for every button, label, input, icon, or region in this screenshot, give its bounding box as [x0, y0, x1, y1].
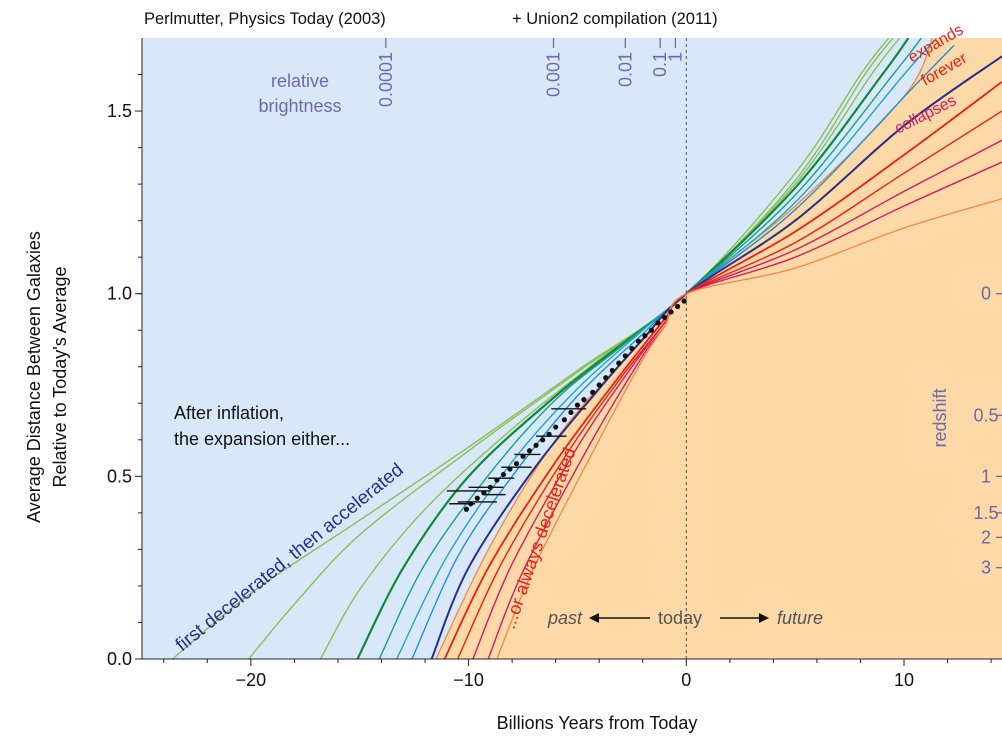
observation-point-29: [494, 477, 500, 483]
observation-point-34: [463, 506, 470, 512]
observation-point-9: [629, 345, 635, 352]
model-curve-7: [411, 44, 955, 659]
future-region: [435, 38, 1002, 659]
brightness-label-4: 0.1: [650, 52, 670, 77]
observation-point-17: [574, 402, 581, 408]
x-tick-label-4: 10: [894, 670, 914, 690]
redshift-label-3: 1: [981, 466, 991, 486]
observation-point-32: [474, 495, 480, 501]
observation-point-31: [481, 490, 487, 496]
redshift-label: redshift: [930, 388, 950, 447]
observation-point-28: [500, 471, 507, 478]
observation-point-20: [553, 424, 559, 430]
observation-point-6: [648, 327, 655, 333]
past-arrow-head: [589, 613, 599, 623]
y-tick-label-2: 0.5: [107, 466, 132, 486]
x-tick-label-1: −20: [236, 670, 267, 690]
observation-point-2: [674, 303, 681, 310]
observation-point-16: [581, 397, 587, 403]
observation-point-10: [622, 353, 628, 359]
future-label: future: [777, 608, 823, 628]
x-tick-label-2: −10: [453, 670, 484, 690]
y-axis-label-line-1: Average Distance Between Galaxies: [24, 231, 44, 523]
observation-point-13: [603, 375, 609, 381]
observation-point-12: [609, 367, 615, 374]
past-label: past: [547, 608, 583, 628]
model-curve-2: [248, 38, 894, 659]
observation-point-5: [655, 320, 661, 326]
observation-point-24: [526, 448, 533, 454]
observation-point-7: [642, 333, 648, 339]
observation-point-18: [568, 409, 574, 416]
model-curve-11: [472, 139, 1002, 659]
model-curve-5: [378, 38, 922, 659]
observation-point-15: [590, 389, 596, 395]
observation-point-19: [561, 417, 567, 423]
y-tick-label-4: 1.5: [107, 101, 132, 121]
redshift-label-6: 3: [981, 558, 991, 578]
brightness-label-5: 1: [665, 52, 685, 62]
supernova-observations: [446, 298, 687, 512]
observation-point-25: [520, 453, 526, 459]
y-tick-label-3: 1.0: [107, 284, 132, 304]
brightness-label-2: 0.001: [543, 52, 563, 97]
model-curve-6: [396, 38, 938, 659]
future-arrow-head: [759, 613, 769, 623]
observation-point-22: [540, 437, 546, 443]
redshift-label-1: 0: [981, 284, 991, 304]
y-axis-ticks: 0.0 0.5 1.0 1.5: [107, 74, 142, 669]
after-inflation-line-2: the expansion either...: [174, 429, 350, 449]
model-curve-13: [496, 198, 1002, 659]
observation-point-4: [661, 314, 668, 321]
x-axis-ticks: −20 −10 0 10: [163, 659, 992, 690]
observation-point-11: [616, 360, 622, 366]
model-curve-4: [356, 38, 910, 659]
relative-brightness-label-1: relative: [271, 71, 329, 91]
redshift-label-2: 0.5: [973, 405, 998, 425]
observation-point-3: [668, 309, 674, 315]
observation-point-8: [635, 338, 642, 344]
observation-point-23: [533, 442, 539, 448]
chart-title-right: + Union2 compilation (2011): [512, 10, 718, 28]
brightness-scale: 0.0001 0.001 0.01 0.11: [376, 38, 685, 107]
brightness-label-1: 0.0001: [376, 52, 396, 107]
brightness-label-3: 0.01: [615, 52, 635, 87]
y-tick-label-1: 0.0: [107, 649, 132, 669]
model-curve-8: [430, 55, 1002, 659]
observation-point-27: [507, 466, 513, 472]
redshift-label-4: 1.5: [973, 503, 998, 523]
chart-title-left: Perlmutter, Physics Today (2003): [144, 10, 386, 28]
observation-point-26: [513, 460, 520, 467]
x-tick-label-3: 0: [681, 670, 691, 690]
y-axis-label-line-2: Relative to Today's Average: [50, 267, 70, 488]
observation-point-21: [546, 431, 552, 437]
redshift-label-5: 2: [981, 527, 991, 547]
today-label: today: [658, 608, 702, 628]
relative-brightness-label-2: brightness: [258, 96, 341, 116]
redshift-scale: 0 0.5 1 1.5 2 3: [973, 284, 1002, 578]
model-curve-3: [319, 38, 901, 659]
observation-point-33: [468, 501, 474, 507]
model-curve-1: [172, 38, 890, 659]
observation-point-30: [487, 484, 493, 490]
after-inflation-line-1: After inflation,: [174, 403, 284, 423]
observation-point-1: [681, 298, 687, 304]
x-axis-label: Billions Years from Today: [497, 713, 698, 733]
observation-point-14: [596, 382, 602, 388]
